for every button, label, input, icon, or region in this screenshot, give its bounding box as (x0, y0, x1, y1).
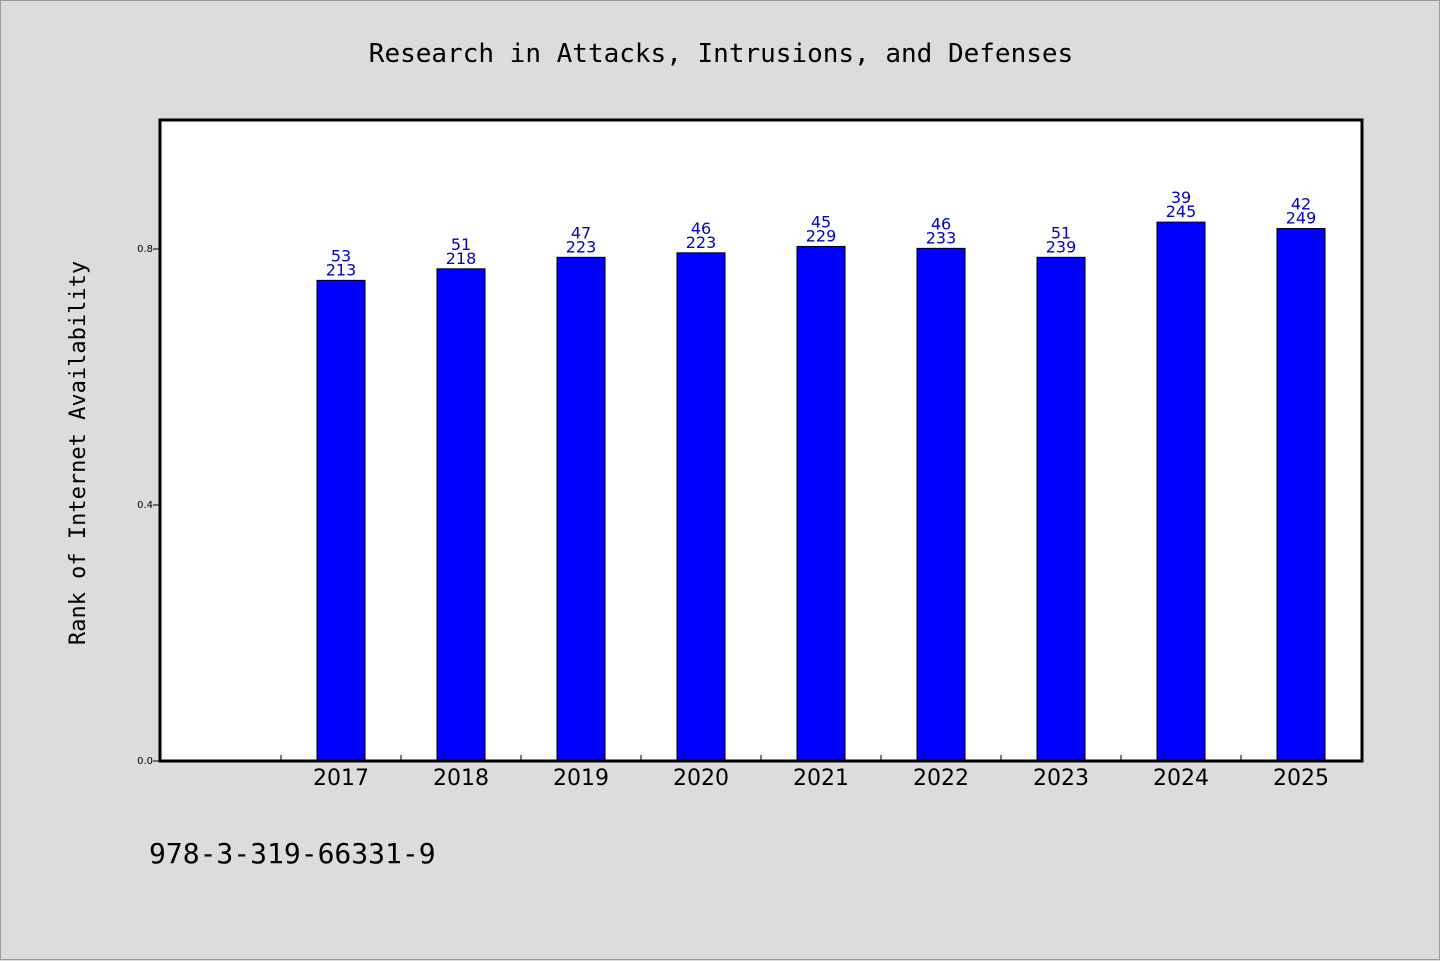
bar-label-top: 46 (931, 214, 951, 233)
bar-label-bottom: 229 (806, 226, 837, 245)
bar-2022 (916, 247, 966, 762)
bar-label-bottom: 223 (566, 237, 597, 256)
bar-2018 (436, 268, 486, 762)
x-tick-label: 2022 (913, 766, 969, 791)
y-axis-ticks: 0.0 0.4 0.8 (137, 244, 161, 767)
bar-label-top: 45 (811, 212, 831, 231)
bar-2020 (676, 252, 726, 762)
bar-label-top: 42 (1291, 195, 1311, 214)
plot-border (158, 118, 1364, 763)
bar-label-top: 39 (1171, 188, 1191, 207)
x-tick-label: 2020 (673, 766, 729, 791)
bar-label-bottom: 249 (1286, 209, 1317, 228)
bar-label-top: 47 (571, 223, 591, 242)
bar-2023 (1036, 256, 1086, 762)
bar-label-bottom: 233 (926, 228, 957, 247)
y-axis-label: Rank of Internet Availability (66, 261, 91, 645)
bar-2017 (316, 279, 366, 762)
x-tick-label: 2019 (553, 766, 609, 791)
bar-label-bottom: 218 (446, 249, 477, 268)
bar-label-top: 51 (451, 235, 471, 254)
bar-label-top: 46 (691, 219, 711, 238)
bar-label-bottom: 223 (686, 233, 717, 252)
x-tick-label: 2017 (313, 766, 369, 791)
bar-label-bottom: 239 (1046, 237, 1077, 256)
x-tick-label: 2021 (793, 766, 849, 791)
x-tick-label: 2024 (1153, 766, 1209, 791)
bar-2024 (1156, 221, 1206, 762)
y-tick-label: 0.0 (137, 756, 153, 767)
bars (316, 221, 1326, 762)
bar-label-bottom: 213 (326, 260, 357, 279)
x-tick-label: 2025 (1273, 766, 1329, 791)
x-axis-ticks: 2017 2018 2019 2020 2021 2022 2023 2024 2025 (280, 755, 1329, 791)
chart-title: Research in Attacks, Intrusions, and Def… (369, 39, 1073, 69)
y-tick-label: 0.8 (137, 244, 153, 255)
bar-label-top: 51 (1051, 223, 1071, 242)
bar-2019 (556, 256, 606, 762)
bar-2025 (1276, 228, 1326, 762)
x-tick-label: 2018 (433, 766, 489, 791)
y-tick-label: 0.4 (137, 500, 153, 511)
bar-label-top: 53 (331, 246, 351, 265)
footer-isbn: 978-3-319-66331-9 (149, 837, 436, 870)
x-tick-label: 2023 (1033, 766, 1089, 791)
bar-label-bottom: 245 (1166, 202, 1197, 221)
bar-2021 (796, 245, 846, 762)
